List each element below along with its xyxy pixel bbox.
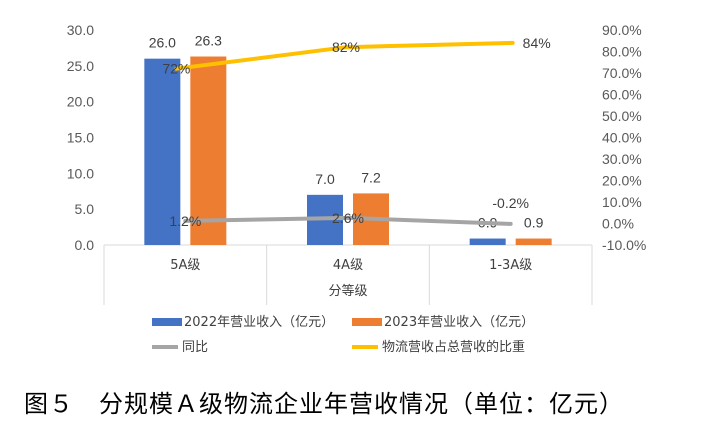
y-right-tick-label: 0.0% (602, 216, 634, 232)
x-category-label: 4A级 (333, 258, 363, 273)
bar-2022 (469, 238, 506, 245)
line-data-label: -0.2% (492, 195, 529, 211)
bar-data-label: 26.3 (195, 33, 222, 49)
line-data-label: 84% (523, 35, 551, 51)
y-left-tick-label: 25.0 (67, 58, 94, 74)
y-left-tick-label: 30.0 (67, 22, 94, 38)
combo-chart: 0.0 5.0 10.0 15.0 20.0 25.0 30.0 -10.0% 0.0% 10.0… (67, 22, 647, 355)
bar-data-label: 7.2 (361, 169, 381, 185)
x-category-label: 1-3A级 (489, 258, 532, 273)
x-axis-title: 分等级 (328, 283, 367, 299)
line-data-label: 2.6% (332, 210, 364, 226)
line-data-label: 1.2% (169, 213, 201, 229)
y-right-tick-label: 10.0% (602, 194, 642, 210)
legend-2022-label: 2022年营业收入（亿元） (184, 315, 334, 330)
x-category-label: 5A级 (170, 258, 200, 273)
bar-2023 (515, 238, 552, 245)
legend-2023-swatch (352, 318, 382, 326)
line-data-label: 82% (332, 39, 360, 55)
legend-2023-label: 2023年营业收入（亿元） (384, 315, 534, 330)
bar-2022 (144, 58, 181, 245)
y-right-tick-label: 20.0% (602, 173, 642, 189)
figure-caption: 图５ 分规模Ａ级物流企业年营收情况（单位：亿元） (24, 390, 624, 418)
legend-2022-swatch (152, 318, 182, 326)
bar-2023 (190, 56, 227, 246)
y-left-tick-label: 10.0 (67, 165, 94, 181)
y-right-tick-label: -10.0% (602, 237, 646, 253)
chart-area: 0.0 5.0 10.0 15.0 20.0 25.0 30.0 -10.0% 0.0% 10.0… (67, 22, 647, 355)
y-left-tick-label: 15.0 (67, 130, 94, 146)
y-right-tick-label: 50.0% (602, 108, 642, 124)
line-data-label: 72% (162, 61, 190, 77)
y-right-tick-label: 40.0% (602, 130, 642, 146)
y-left-tick-label: 0.0 (75, 237, 95, 253)
bar-data-label: 7.0 (315, 171, 335, 187)
y-right-tick-label: 90.0% (602, 22, 642, 38)
y-left-tick-label: 20.0 (67, 94, 94, 110)
y-right-tick-label: 80.0% (602, 44, 642, 60)
bar-data-label: 0.9 (524, 215, 544, 231)
y-right-tick-label: 70.0% (602, 65, 642, 81)
y-left-tick-label: 5.0 (75, 201, 95, 217)
y-right-tick-label: 30.0% (602, 151, 642, 167)
bar-data-label: 26.0 (149, 35, 176, 51)
legend-share-label: 物流营收占总营收的比重 (382, 339, 525, 355)
y-right-tick-label: 60.0% (602, 87, 642, 103)
legend-yoy-label: 同比 (182, 340, 208, 355)
